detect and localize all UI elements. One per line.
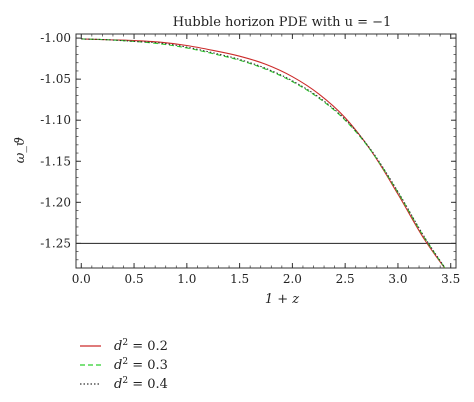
legend-label-2: d2 = 0.3 [114, 357, 168, 373]
x-tick-label: 3.5 [441, 272, 460, 286]
x-axis-label: 1 + z [265, 292, 299, 307]
chart-title: Hubble horizon PDE with u = −1 [173, 15, 392, 30]
x-tick-label: 1.5 [230, 272, 249, 286]
y-tick-label: -1.15 [40, 154, 71, 168]
x-tick-label: 2.0 [283, 272, 302, 286]
series-line-1 [81, 38, 446, 268]
x-tick-label: 3.0 [388, 272, 407, 286]
y-axis-label: ω_ϑ [13, 137, 28, 163]
plot-frame [75, 33, 457, 269]
legend-label-1: d2 = 0.2 [114, 338, 168, 354]
y-tick-label: -1.00 [40, 31, 71, 45]
y-tick-label: -1.25 [40, 236, 71, 250]
y-tick-label: -1.10 [40, 113, 71, 127]
y-tick-label: -1.20 [40, 195, 71, 209]
y-tick-label: -1.05 [40, 72, 71, 86]
x-tick-label: 0.5 [125, 272, 144, 286]
legend: d2 = 0.2 d2 = 0.3 d2 = 0.4 [80, 338, 168, 392]
x-tick-label: 0.0 [72, 272, 91, 286]
x-tick-label: 2.5 [336, 272, 355, 286]
legend-label-3: d2 = 0.4 [114, 376, 168, 392]
series-line-3 [81, 38, 446, 268]
x-tick-label: 1.0 [177, 272, 196, 286]
series-line-2 [81, 38, 446, 268]
